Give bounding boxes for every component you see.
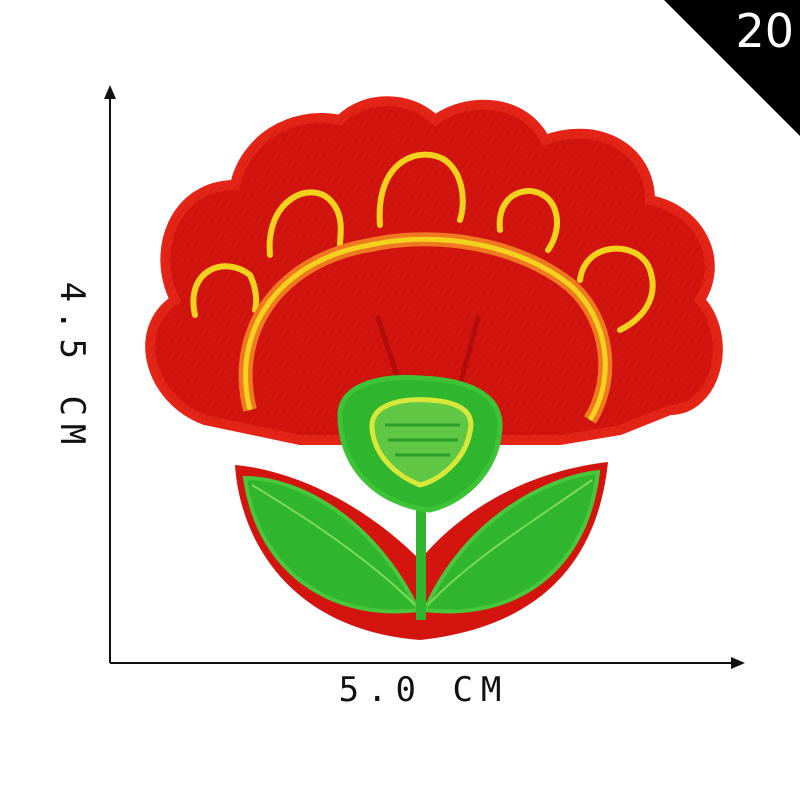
flower-bud: [340, 377, 500, 510]
